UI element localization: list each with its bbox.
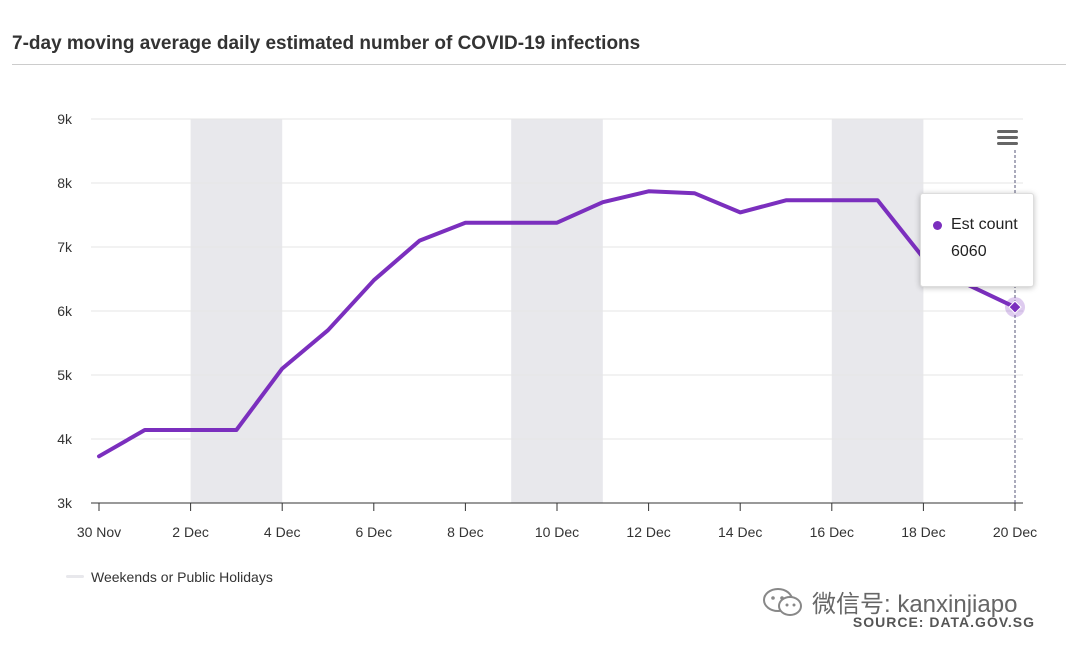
data-point[interactable] — [95, 452, 103, 460]
x-axis-ticks-group: 30 Nov 2 Dec 4 Dec 6 Dec 8 Dec 10 Dec 12 Dec 14… — [77, 503, 1037, 540]
data-point[interactable] — [232, 426, 240, 434]
source-note: SOURCE: DATA.GOV.SG — [852, 614, 1035, 630]
tooltip-series-name: Est count — [951, 216, 1018, 233]
x-tick-label: 18 Dec — [901, 524, 945, 540]
tooltip: Est count 6060 — [920, 193, 1034, 287]
watermark: 微信号: kanxinjiapo — [762, 584, 1017, 619]
data-point[interactable] — [782, 196, 790, 204]
tooltip-series-marker — [933, 220, 942, 230]
y-tick-label: 4k — [57, 431, 73, 447]
y-tick-label: 8k — [57, 175, 73, 191]
x-tick-label: 8 Dec — [447, 524, 484, 540]
data-point[interactable] — [828, 196, 836, 204]
data-point[interactable] — [278, 365, 286, 373]
gridlines-group — [91, 118, 1023, 440]
data-point-hovered[interactable] — [1008, 300, 1022, 314]
legend[interactable]: Weekends or Public Holidays — [66, 569, 273, 585]
x-tick-label: 10 Dec — [535, 524, 579, 540]
data-point[interactable] — [645, 187, 653, 195]
data-point[interactable] — [416, 237, 424, 245]
chart-title: 7-day moving average daily estimated num… — [12, 33, 641, 54]
x-tick-label: 14 Dec — [718, 524, 762, 540]
title-divider — [12, 64, 1066, 65]
legend-swatch — [66, 575, 84, 578]
x-tick-label: 6 Dec — [356, 524, 393, 540]
data-point[interactable] — [370, 276, 378, 284]
data-point[interactable] — [141, 426, 149, 434]
data-point[interactable] — [874, 196, 882, 204]
data-point[interactable] — [690, 189, 698, 197]
series-points-group — [95, 187, 1025, 460]
series-line-est-count — [97, 189, 1017, 459]
legend-label: Weekends or Public Holidays — [91, 569, 273, 585]
y-axis-labels-group: 3k 4k 5k 6k 7k 8k 9k — [57, 111, 73, 511]
tooltip-value: 6060 — [951, 243, 987, 260]
x-tick-label: 20 Dec — [993, 524, 1037, 540]
x-tick-label: 16 Dec — [810, 524, 854, 540]
data-point[interactable] — [507, 219, 515, 227]
y-tick-label: 3k — [57, 495, 73, 511]
y-tick-label: 5k — [57, 367, 73, 383]
tooltip-series-row: Est count — [933, 216, 1023, 234]
data-point[interactable] — [461, 219, 469, 227]
y-tick-label: 9k — [57, 111, 73, 127]
x-tick-label: 2 Dec — [172, 524, 209, 540]
data-point[interactable] — [736, 208, 744, 216]
watermark-text: 微信号: kanxinjiapo — [812, 591, 1018, 618]
data-point[interactable] — [553, 219, 561, 227]
x-tick-label: 30 Nov — [77, 524, 121, 540]
y-tick-label: 7k — [57, 239, 73, 255]
wechat-logo-icon — [763, 587, 802, 616]
data-point[interactable] — [324, 326, 332, 334]
data-point[interactable] — [599, 198, 607, 206]
y-tick-label: 6k — [57, 303, 73, 319]
x-tick-label: 12 Dec — [626, 524, 670, 540]
x-tick-label: 4 Dec — [264, 524, 301, 540]
hamburger-menu-icon[interactable] — [997, 130, 1018, 145]
data-point[interactable] — [187, 426, 195, 434]
